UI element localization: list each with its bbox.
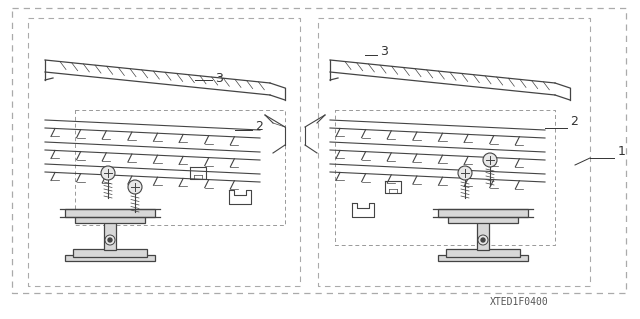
Bar [75, 215, 145, 223]
Bar [438, 209, 528, 217]
Bar [65, 255, 155, 261]
Bar [438, 255, 528, 261]
Circle shape [481, 238, 485, 242]
Text: XTED1F0400: XTED1F0400 [490, 297, 548, 307]
Circle shape [105, 235, 115, 245]
Text: 2: 2 [255, 120, 263, 133]
Text: 3: 3 [380, 45, 388, 58]
Bar [73, 249, 147, 257]
Text: 2: 2 [570, 115, 578, 128]
Bar [477, 220, 489, 250]
Circle shape [128, 180, 142, 194]
Bar [104, 220, 116, 250]
Circle shape [108, 238, 112, 242]
Text: 1: 1 [618, 145, 626, 158]
Circle shape [478, 235, 488, 245]
Circle shape [483, 153, 497, 167]
Bar [65, 209, 155, 217]
Circle shape [458, 166, 472, 180]
Bar [448, 215, 518, 223]
Circle shape [101, 166, 115, 180]
Text: 3: 3 [215, 72, 223, 85]
Bar [446, 249, 520, 257]
